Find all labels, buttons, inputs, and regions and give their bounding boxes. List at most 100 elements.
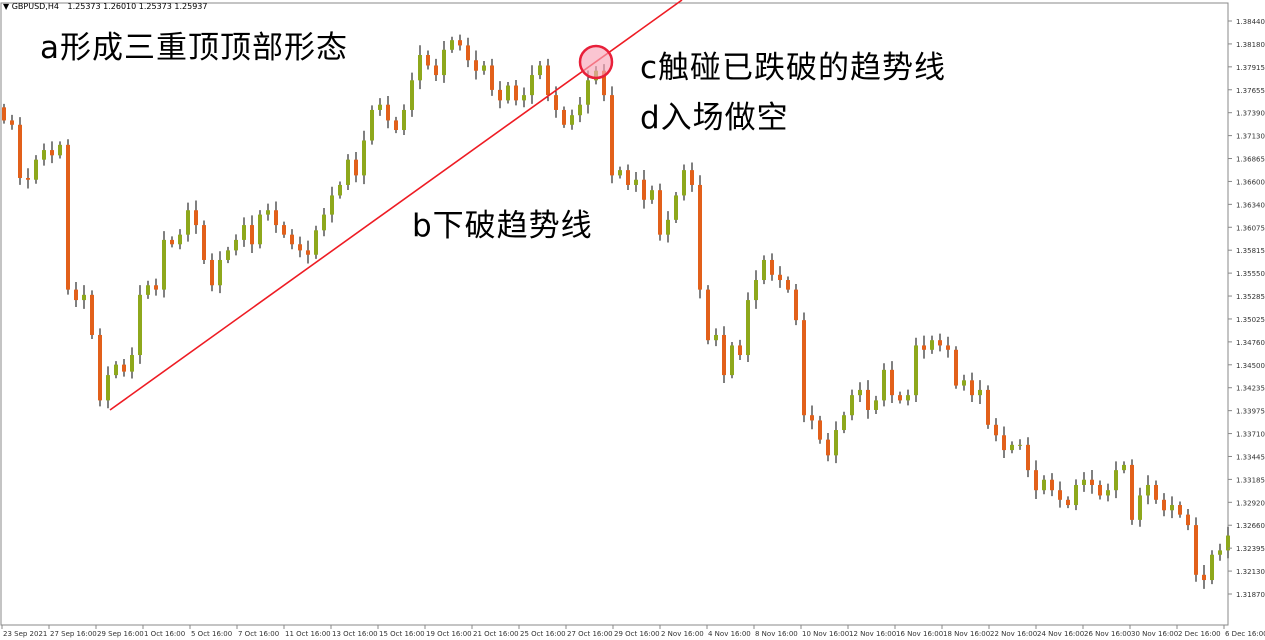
candle <box>706 285 710 345</box>
candle-body <box>226 250 230 260</box>
candle-body <box>1050 479 1054 491</box>
candle-body <box>914 345 918 396</box>
candle <box>1226 526 1230 559</box>
candle <box>978 380 982 404</box>
y-tick-label: 1.36340 <box>1236 201 1265 209</box>
candle <box>954 346 958 389</box>
x-tick-label: 27 Sep 16:00 <box>50 630 97 638</box>
candle-body <box>1098 484 1102 496</box>
candle <box>738 339 742 361</box>
x-tick-label: 7 Oct 16:00 <box>238 630 279 638</box>
candle <box>50 141 54 164</box>
dropdown-triangle-icon[interactable]: ▼ <box>3 2 10 11</box>
candle-body <box>570 115 574 125</box>
y-tick-label: 1.33975 <box>1236 408 1265 416</box>
candle-body <box>522 95 526 101</box>
candle <box>922 335 926 359</box>
candle-body <box>146 285 150 295</box>
candle-body <box>474 60 478 71</box>
candle <box>946 336 950 358</box>
x-axis: 23 Sep 2021 27 Sep 16:00 29 Sep 16:00 1 Oct… <box>1 625 1265 638</box>
annotation-a: a形成三重顶顶部形态 <box>40 30 348 66</box>
candle <box>586 70 590 114</box>
candle <box>1026 437 1030 478</box>
candle-body <box>754 280 758 301</box>
candle-body <box>450 40 454 50</box>
candle <box>562 106 566 128</box>
candle <box>178 229 182 250</box>
candle-body <box>970 380 974 396</box>
candle-body <box>466 45 470 61</box>
candle <box>1098 480 1102 500</box>
candle <box>138 285 142 364</box>
candle-body <box>618 170 622 176</box>
candle <box>274 201 278 233</box>
candle <box>538 60 542 80</box>
candle <box>242 217 246 247</box>
candle <box>106 366 110 409</box>
candle-body <box>210 259 214 286</box>
x-tick-label: 27 Oct 16:00 <box>567 630 613 638</box>
candle <box>770 253 774 281</box>
candle-body <box>1218 550 1222 555</box>
candle-body <box>1122 464 1126 471</box>
candle <box>266 203 270 221</box>
candle-body <box>706 289 710 341</box>
y-tick-label: 1.37130 <box>1236 133 1265 141</box>
x-tick-label: 29 Sep 16:00 <box>97 630 144 638</box>
candle <box>674 191 678 223</box>
candle <box>634 172 638 192</box>
candle <box>1178 501 1182 518</box>
candle-body <box>1114 470 1118 491</box>
candle-body <box>2 107 6 121</box>
candle <box>490 58 494 96</box>
candle-body <box>578 104 582 116</box>
candle-body <box>770 259 774 275</box>
candle-body <box>1058 490 1062 500</box>
candle-body <box>554 95 558 110</box>
candle-body <box>866 389 870 410</box>
candle <box>314 225 318 259</box>
candle <box>650 185 654 204</box>
candle <box>330 186 334 223</box>
candle <box>882 363 886 407</box>
candle-body <box>778 274 782 281</box>
candle <box>1018 439 1022 450</box>
y-tick-label: 1.37390 <box>1236 110 1265 118</box>
candle-body <box>1226 535 1230 551</box>
candle-body <box>1210 554 1214 581</box>
candle <box>786 276 790 293</box>
candle <box>890 361 894 403</box>
candle <box>914 337 918 403</box>
candle <box>1146 475 1150 505</box>
candle-body <box>826 439 830 456</box>
candle <box>114 361 118 379</box>
candle-body <box>186 210 190 235</box>
candle-body <box>946 345 950 350</box>
x-tick-label: 22 Nov 16:00 <box>990 630 1037 638</box>
x-tick-label: 4 Nov 16:00 <box>708 630 751 638</box>
candle-body <box>954 349 958 386</box>
candle-body <box>1018 444 1022 446</box>
y-tick-label: 1.37915 <box>1236 64 1265 72</box>
candle <box>1058 481 1062 508</box>
candle <box>370 105 374 145</box>
y-tick-label: 1.34500 <box>1236 362 1265 370</box>
candle-body <box>242 225 246 240</box>
candle-body <box>850 395 854 416</box>
candle-body <box>50 150 54 156</box>
ohlc-readout: 1.25373 1.26010 1.25373 1.25937 <box>67 2 208 11</box>
candle-body <box>314 230 318 255</box>
candle <box>658 183 662 241</box>
candle <box>434 58 438 82</box>
candle <box>1122 461 1126 474</box>
candle-body <box>746 300 750 356</box>
candle <box>42 143 46 166</box>
candle <box>994 418 998 442</box>
candle <box>666 211 670 243</box>
x-tick-label: 19 Oct 16:00 <box>426 630 472 638</box>
candle-body <box>730 345 734 376</box>
candle-body <box>194 210 198 226</box>
candle-body <box>698 184 702 290</box>
candle <box>722 326 726 383</box>
